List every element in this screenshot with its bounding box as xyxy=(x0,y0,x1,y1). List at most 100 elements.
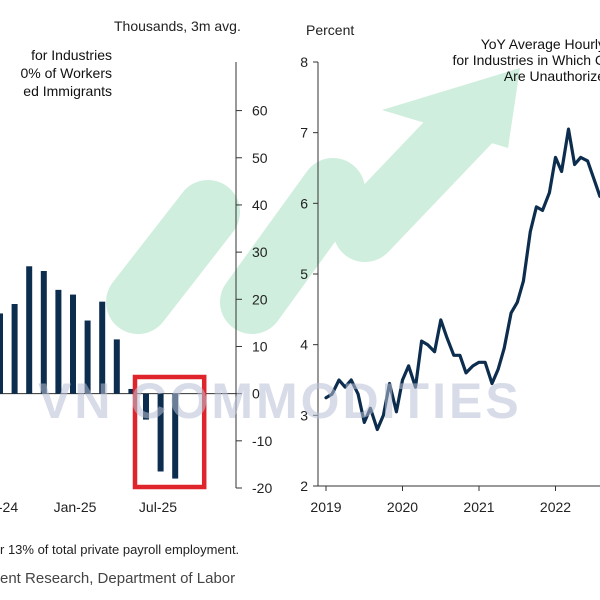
line-point xyxy=(478,361,480,364)
line-point xyxy=(357,393,359,395)
bar xyxy=(70,294,76,394)
left-units-label: Thousands, 3m avg. xyxy=(114,18,241,34)
right-units-label: Percent xyxy=(306,22,355,38)
line-point xyxy=(503,347,506,350)
right-x-tick-label: 2019 xyxy=(310,499,341,515)
line-point xyxy=(369,407,372,410)
right-chart-title: YoY Average Hourly for Industries in Whi… xyxy=(400,36,600,84)
line-point xyxy=(516,301,519,304)
line-point xyxy=(363,421,366,424)
arrow-head xyxy=(382,68,520,148)
left-x-tick-label: Jan-25 xyxy=(54,499,97,515)
right-y-tick-label: 4 xyxy=(300,337,308,353)
line-point xyxy=(433,350,436,353)
left-y-tick-label: 30 xyxy=(252,244,268,260)
line-point xyxy=(350,379,353,381)
right-y-tick-label: 8 xyxy=(300,54,308,70)
bar xyxy=(113,339,120,394)
line-point xyxy=(573,163,576,166)
line-point xyxy=(472,365,474,367)
right-y-tick-label: 7 xyxy=(300,125,308,141)
line-point xyxy=(382,414,385,417)
line-point xyxy=(567,128,570,130)
bar xyxy=(26,266,33,394)
line-point xyxy=(325,396,327,399)
left-title-line: for Industries xyxy=(31,47,112,63)
bar xyxy=(143,393,149,420)
arrow-stroke-mid xyxy=(220,158,365,334)
right-y-tick-label: 5 xyxy=(300,266,308,282)
line-point xyxy=(446,336,448,339)
line-point xyxy=(401,379,404,381)
right-title-line: Are Unauthorize xyxy=(503,68,600,84)
bar xyxy=(40,270,47,394)
highlight-box xyxy=(132,374,207,490)
bar xyxy=(128,388,135,394)
bar xyxy=(55,289,62,394)
line-point xyxy=(420,340,423,342)
right-title-line: YoY Average Hourly xyxy=(480,36,600,52)
line-point xyxy=(459,354,461,357)
bar-chart-panel: -20 -10 0 10 20 30 40 50 60 -24 Jan-25 Jul-25 xyxy=(0,62,272,515)
source-note: ent Research, Department of Labor xyxy=(0,570,236,587)
line-point xyxy=(510,312,512,314)
line-point xyxy=(579,156,582,159)
line-point xyxy=(548,191,551,194)
line-point xyxy=(407,365,410,367)
left-y-tick-label: 10 xyxy=(252,338,268,354)
right-y-tick-label: 6 xyxy=(300,195,308,211)
bar xyxy=(99,301,106,394)
line-point xyxy=(376,428,379,431)
watermark-text: VN COMMODITIES xyxy=(38,373,522,429)
right-title-line: for Industries in Which C xyxy=(452,52,600,68)
right-x-tick-label: 2020 xyxy=(387,499,418,515)
line-point xyxy=(426,343,429,346)
line-point xyxy=(331,393,333,395)
decorative-arrow xyxy=(106,68,520,334)
line-point xyxy=(484,361,486,364)
line-point xyxy=(395,411,398,413)
line-point xyxy=(554,156,557,159)
line-point xyxy=(541,209,544,212)
line-point xyxy=(465,372,467,374)
left-title-line: ed Immigrants xyxy=(23,83,112,99)
line-point xyxy=(388,382,391,385)
line-point xyxy=(338,379,340,381)
left-y-tick-label: -20 xyxy=(252,480,272,496)
line-point xyxy=(522,280,525,282)
line-point xyxy=(491,382,493,385)
line-point xyxy=(586,160,589,162)
left-x-tick-label: Jul-25 xyxy=(139,499,177,515)
bar xyxy=(172,393,179,479)
line-point xyxy=(535,206,538,208)
line-point xyxy=(439,319,442,321)
left-title-line: 0% of Workers xyxy=(20,65,112,81)
line-point xyxy=(497,368,499,371)
line-point xyxy=(560,170,563,173)
line-point xyxy=(344,386,346,388)
bar xyxy=(157,393,164,472)
left-y-tick-label: 0 xyxy=(252,386,260,402)
right-x-tick-label: 2022 xyxy=(540,499,571,515)
left-chart-title: for Industries 0% of Workers ed Immigran… xyxy=(0,46,112,100)
right-y-tick-label: 2 xyxy=(300,478,308,494)
line-point xyxy=(529,230,532,233)
left-y-tick-label: -10 xyxy=(252,433,272,449)
line-point xyxy=(452,354,455,357)
line-point xyxy=(414,386,417,388)
arrow-stroke-long xyxy=(333,88,502,262)
bar xyxy=(84,320,91,394)
left-y-tick-label: 60 xyxy=(252,103,268,119)
left-y-tick-label: 40 xyxy=(252,197,268,213)
right-y-tick-label: 3 xyxy=(300,407,308,423)
right-x-tick-label: 2021 xyxy=(463,499,494,515)
bar xyxy=(11,304,18,394)
line-point xyxy=(592,177,595,180)
left-y-tick-label: 20 xyxy=(252,291,268,307)
footnote: r 13% of total private payroll employmen… xyxy=(0,542,240,557)
line-chart-panel: 2 3 4 5 6 7 8 2019 2020 2021 2022 xyxy=(300,54,600,515)
arrow-stroke-short xyxy=(106,180,240,334)
left-x-tick-label: -24 xyxy=(0,499,18,515)
